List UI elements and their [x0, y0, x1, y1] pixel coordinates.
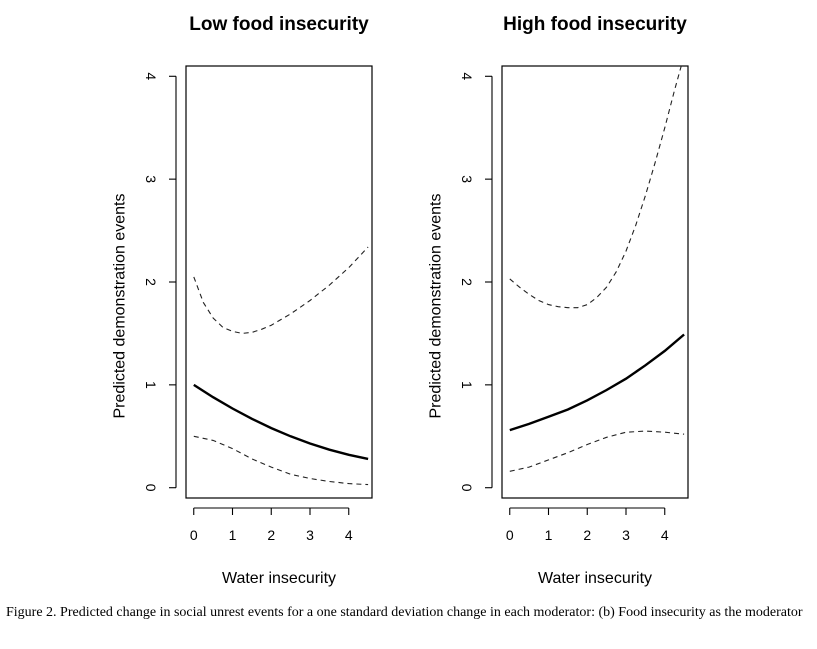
x-tick-label: 4: [345, 527, 353, 543]
x-tick-label: 2: [583, 527, 591, 543]
y-tick-label: 3: [459, 175, 475, 183]
y-tick-label: 2: [459, 278, 475, 286]
y-tick-label: 0: [459, 484, 475, 492]
x-tick-label: 1: [545, 527, 553, 543]
predicted-line: [509, 333, 685, 432]
y-axis-label: Predicted demonstration events: [428, 193, 445, 418]
x-tick-label: 1: [229, 527, 237, 543]
y-tick-label: 1: [459, 381, 475, 389]
x-tick-label: 2: [267, 527, 275, 543]
x-tick-label: 3: [306, 527, 314, 543]
lower-ci-line: [509, 430, 685, 472]
upper-ci-line: [509, 66, 682, 309]
y-tick-label: 0: [143, 484, 159, 492]
predicted-line: [193, 383, 369, 461]
x-axis-label: Water insecurity: [538, 570, 652, 587]
figure-caption: Figure 2. Predicted change in social unr…: [6, 605, 803, 620]
x-tick-label: 3: [622, 527, 630, 543]
x-tick-label: 4: [661, 527, 669, 543]
x-axis-label: Water insecurity: [222, 570, 336, 587]
upper-ci-line: [193, 246, 369, 334]
plot-frame: [501, 65, 689, 499]
x-tick-label: 0: [506, 527, 514, 543]
y-tick-label: 4: [143, 72, 159, 80]
y-tick-label: 2: [143, 278, 159, 286]
y-tick-label: 1: [143, 381, 159, 389]
panel-high-food-insecurity: High food insecurity 0 1 2 3 4 Water insecurit…: [428, 14, 689, 587]
panel-title: High food insecurity: [503, 14, 687, 35]
y-tick-label: 4: [459, 72, 475, 80]
y-tick-label: 3: [143, 175, 159, 183]
y-axis-label: Predicted demonstration events: [112, 193, 129, 418]
panel-title: Low food insecurity: [189, 14, 369, 35]
x-tick-label: 0: [190, 527, 198, 543]
panel-low-food-insecurity: Low food insecurity 0 1 2 3 4 Water insecurity…: [112, 14, 373, 587]
plot-frame: [185, 65, 373, 499]
lower-ci-line: [193, 435, 369, 486]
figure-two-panel-chart: Low food insecurity 0 1 2 3 4 Water insecurity…: [112, 14, 689, 587]
